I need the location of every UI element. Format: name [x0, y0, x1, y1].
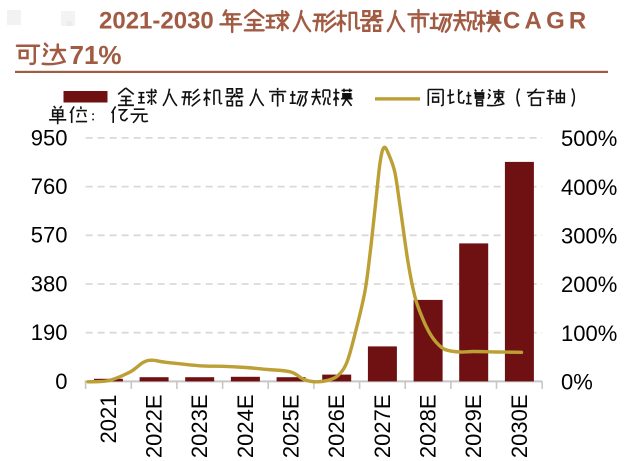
- svg-text:2027E: 2027E: [370, 395, 395, 459]
- svg-text:2023E: 2023E: [187, 395, 212, 459]
- svg-text:2029E: 2029E: [461, 395, 486, 459]
- svg-text:2030E: 2030E: [507, 395, 532, 459]
- svg-text:500%: 500%: [561, 126, 617, 151]
- svg-text:CAGR: CAGR: [503, 8, 590, 35]
- svg-text:760: 760: [31, 174, 68, 199]
- svg-text:2025E: 2025E: [279, 395, 304, 459]
- svg-text:2028E: 2028E: [415, 395, 440, 459]
- svg-text:0: 0: [55, 369, 67, 394]
- svg-text:190: 190: [31, 320, 68, 345]
- svg-text:950: 950: [31, 125, 68, 150]
- svg-text:380: 380: [31, 271, 68, 296]
- svg-text:100%: 100%: [561, 321, 617, 346]
- svg-text:2021: 2021: [96, 395, 121, 444]
- svg-text:2024E: 2024E: [233, 395, 258, 459]
- svg-text:2022E: 2022E: [142, 395, 167, 459]
- svg-text:0%: 0%: [561, 370, 593, 395]
- svg-text:200%: 200%: [561, 272, 617, 297]
- svg-text:2026E: 2026E: [324, 395, 349, 459]
- svg-text:71%: 71%: [70, 40, 122, 70]
- svg-text:2021-2030: 2021-2030: [99, 8, 214, 35]
- svg-text:570: 570: [31, 223, 68, 248]
- svg-text:300%: 300%: [561, 224, 617, 249]
- svg-text:400%: 400%: [561, 175, 617, 200]
